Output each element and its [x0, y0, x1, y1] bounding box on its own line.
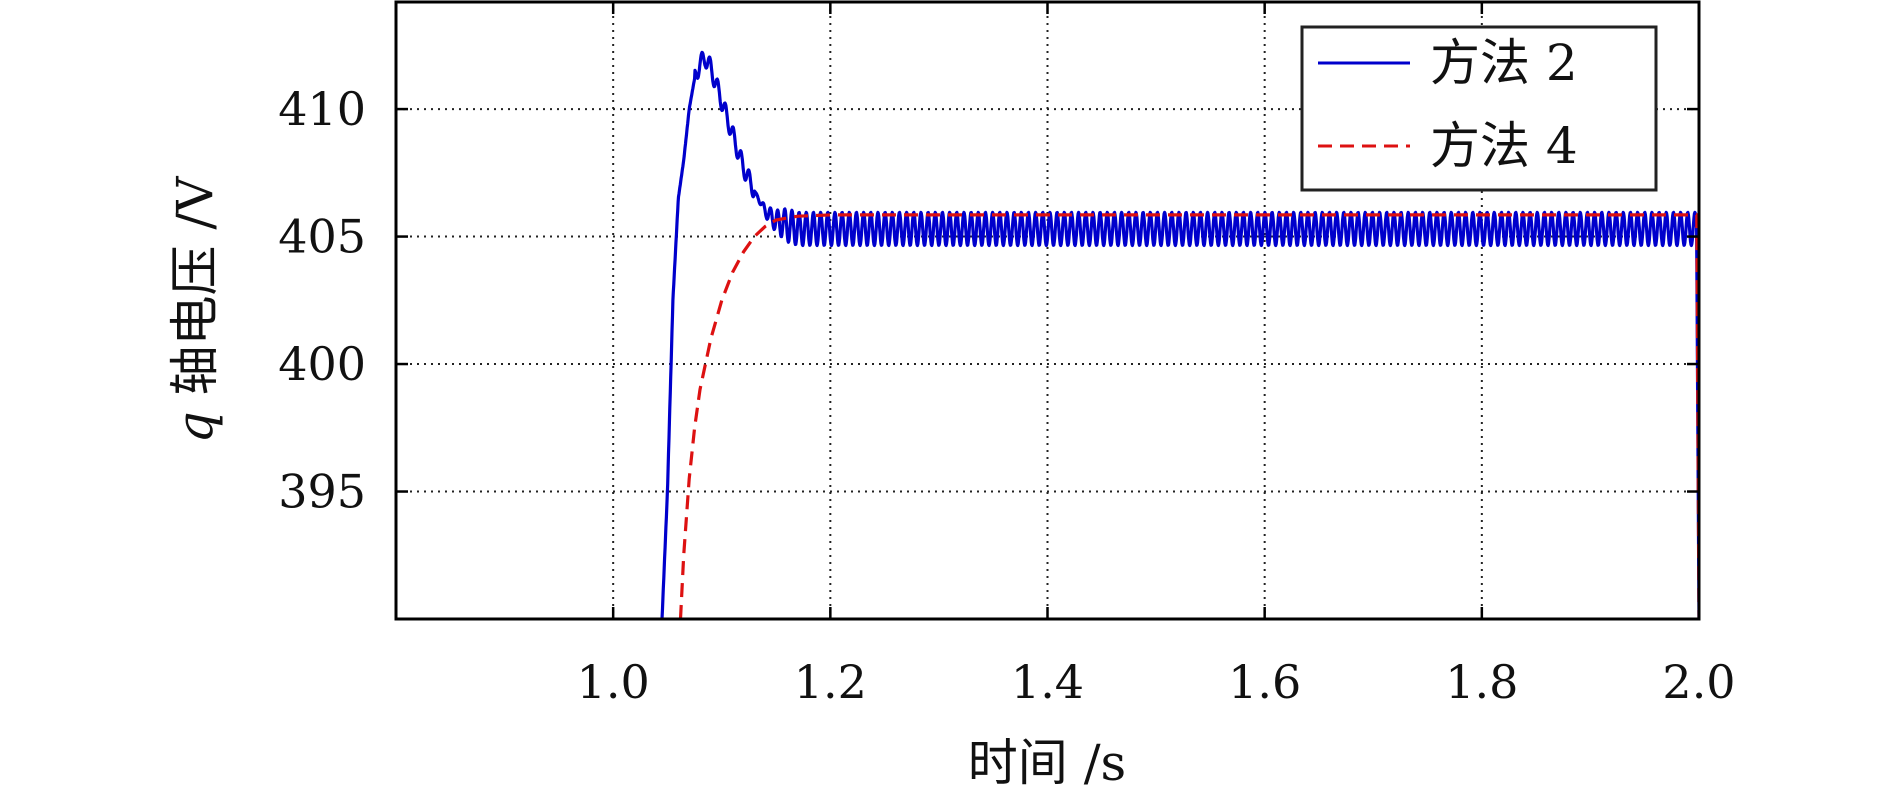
x-tick-label: 1.8	[1445, 655, 1518, 709]
plot-area	[660, 50, 1699, 619]
y-axis-label-text: 轴电压 /V	[166, 176, 224, 412]
axis-ticks	[396, 2, 1701, 619]
tick-labels: 1.0 1.2 1.4 1.6 1.8 2.0 395 400 405 410	[278, 82, 1735, 709]
x-tick-label: 1.4	[1011, 655, 1084, 709]
x-axis-label: 时间 /s	[968, 734, 1126, 792]
x-tick-label: 1.2	[794, 655, 867, 709]
y-tick-label: 400	[278, 337, 366, 391]
legend-label-series-2: 方法 4	[1430, 117, 1578, 175]
legend: 方法 2 方法 4	[1300, 25, 1658, 192]
y-tick-label: 405	[278, 210, 366, 264]
y-tick-label: 410	[278, 82, 366, 136]
legend-box	[1300, 25, 1658, 192]
y-axis-label: q 轴电压 /V	[166, 176, 224, 444]
x-tick-label: 1.0	[577, 655, 650, 709]
series-line-2	[678, 213, 1699, 619]
x-tick-label: 2.0	[1662, 655, 1735, 709]
y-tick-label: 395	[278, 465, 366, 519]
y-axis-label-symbol: q	[166, 411, 224, 443]
x-tick-label: 1.6	[1228, 655, 1301, 709]
legend-label-series-1: 方法 2	[1430, 34, 1578, 92]
